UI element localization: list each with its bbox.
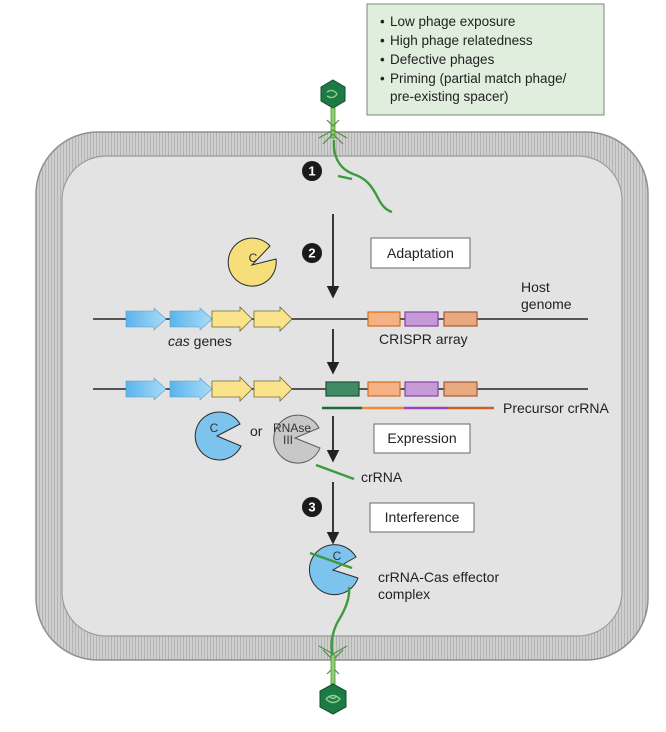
injected-dna-fragment [337,174,353,181]
injected-dna-strand [332,139,393,214]
crrna-fragment: crRNA [315,463,403,485]
step-1-circle [302,161,322,181]
cas-blue-letter: C [210,421,219,435]
phage-top-dna-icon [326,89,338,99]
phage-top-head-icon [320,79,346,109]
phage-top-tail-icon [330,107,336,139]
condition-item-3: Defective phages [390,52,495,67]
step-3-marker: 3 [302,497,322,517]
cas-gene-arrow-b4 [253,376,293,402]
expression-box [373,423,471,454]
repeat-box-1 [367,311,401,327]
spacer-box-b-salmon [443,381,478,397]
effector-label-2: complex [378,586,430,602]
cas-gene-arrow-b3 [211,376,253,402]
condition-item-4-cont: pre-existing spacer) [390,89,509,104]
conditions-box-background [366,3,605,116]
transcribed-row: Precursor crRNA [93,376,609,416]
effector-crrna-strand [309,551,353,570]
spacer-box-b-purple [404,381,439,397]
crrna-label: crRNA [361,469,403,485]
or-label: or [250,423,263,439]
condition-bullet-4: • [380,71,385,86]
host-genome-label-1: Host [521,279,550,295]
phage-top-fibers-icon [318,119,348,145]
cas-blue-pacman-icon [194,411,242,461]
cas-genes-rest: genes [190,333,232,349]
rnase-label-1: RNAse [273,421,311,435]
phage-bottom [318,586,351,715]
step-3-number: 3 [308,500,315,515]
condition-bullet-2: • [380,33,385,48]
cas-genes-label: cas genes [168,333,232,349]
effector-complex: C crRNA-Cas effector complex [308,544,499,602]
phage-bottom-tail-icon [330,654,336,685]
effector-letter: C [333,549,342,563]
expression-label: Expression [387,430,456,446]
step-1-number: 1 [308,164,315,179]
phage-top [318,79,393,214]
interference-label-box: Interference [369,502,475,533]
processing-proteins: C or RNAse III [194,411,321,464]
cas-yellow-letter: C [249,251,258,265]
spacer-box-purple [404,311,439,327]
condition-item-2: High phage relatedness [390,33,533,48]
step-2-circle [302,243,322,263]
crrna-strand [315,463,355,481]
cas-gene-arrow-2 [169,307,213,331]
conditions-box: • Low phage exposure • High phage relate… [366,3,605,116]
crispr-array-label: CRISPR array [379,331,468,347]
phage-bottom-fibers-icon [318,645,348,675]
cas-protein-adaptation: C [227,237,277,287]
cas-gene-arrow-b2 [169,377,213,401]
cas-yellow-pacman-icon [227,237,277,287]
cas-gene-arrow-4 [253,306,293,332]
step-1-marker: 1 [302,161,322,181]
step-2-number: 2 [308,246,315,261]
cas-gene-arrow-3 [211,306,253,332]
cas-genes-italic: cas [168,333,190,349]
adaptation-label: Adaptation [387,245,454,261]
condition-bullet-1: • [380,14,385,29]
step-2-marker: 2 [302,243,322,263]
host-genome-label-2: genome [521,296,572,312]
rnase-iii-pacman-icon [273,414,321,464]
adaptation-label-box: Adaptation [370,237,471,269]
phage-bottom-dna-coil-icon [325,694,341,704]
effector-label-1: crRNA-Cas effector [378,569,499,585]
interference-box [369,502,475,533]
adaptation-box [370,237,471,269]
precursor-crrna-label: Precursor crRNA [503,400,609,416]
interference-label: Interference [385,509,460,525]
phage-bottom-dna-strand [330,586,351,659]
rnase-label-2: III [283,433,293,447]
condition-item-4: Priming (partial match phage/ [390,71,567,86]
spacer-box-salmon [443,311,478,327]
cas-gene-arrow-b1 [125,377,167,401]
new-spacer-box [325,381,360,397]
host-genome-row: Host genome cas genes CRISPR array [93,279,588,349]
condition-bullet-3: • [380,52,385,67]
expression-label-box: Expression [373,423,471,454]
repeat-box-b1 [367,381,401,397]
step-3-circle [302,497,322,517]
cas-gene-arrow-1 [125,307,167,331]
condition-item-1: Low phage exposure [390,14,515,29]
